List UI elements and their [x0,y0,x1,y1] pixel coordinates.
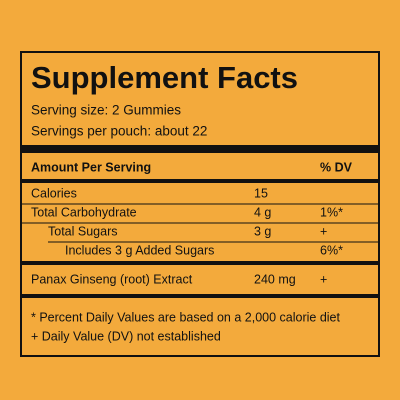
header-dv: % DV [320,160,353,174]
label-title: Supplement Facts [31,60,298,95]
row-amount: 4 g [254,205,271,219]
thick-rule [21,145,379,153]
row-name: Includes 3 g Added Sugars [65,243,214,257]
medium-rule [21,179,379,183]
header-amount: Amount Per Serving [31,160,151,174]
medium-rule [21,294,379,298]
row-amount: 240 mg [254,272,296,286]
row-dv: 6%* [320,243,343,257]
row-name: Calories [31,186,77,200]
medium-rule [21,261,379,265]
footnote: + Daily Value (DV) not established [31,329,221,343]
row-amount: 15 [254,186,268,200]
row-amount: 3 g [254,224,271,238]
row-dv: + [320,272,327,286]
row-name: Total Carbohydrate [31,205,137,219]
row-dv: 1%* [320,205,343,219]
row-name: Panax Ginseng (root) Extract [31,272,193,286]
servings-per: Servings per pouch: about 22 [31,124,207,139]
footnote: * Percent Daily Values are based on a 2,… [31,310,341,324]
row-name: Total Sugars [48,224,117,238]
row-dv: + [320,224,327,238]
serving-size: Serving size: 2 Gummies [31,103,181,118]
